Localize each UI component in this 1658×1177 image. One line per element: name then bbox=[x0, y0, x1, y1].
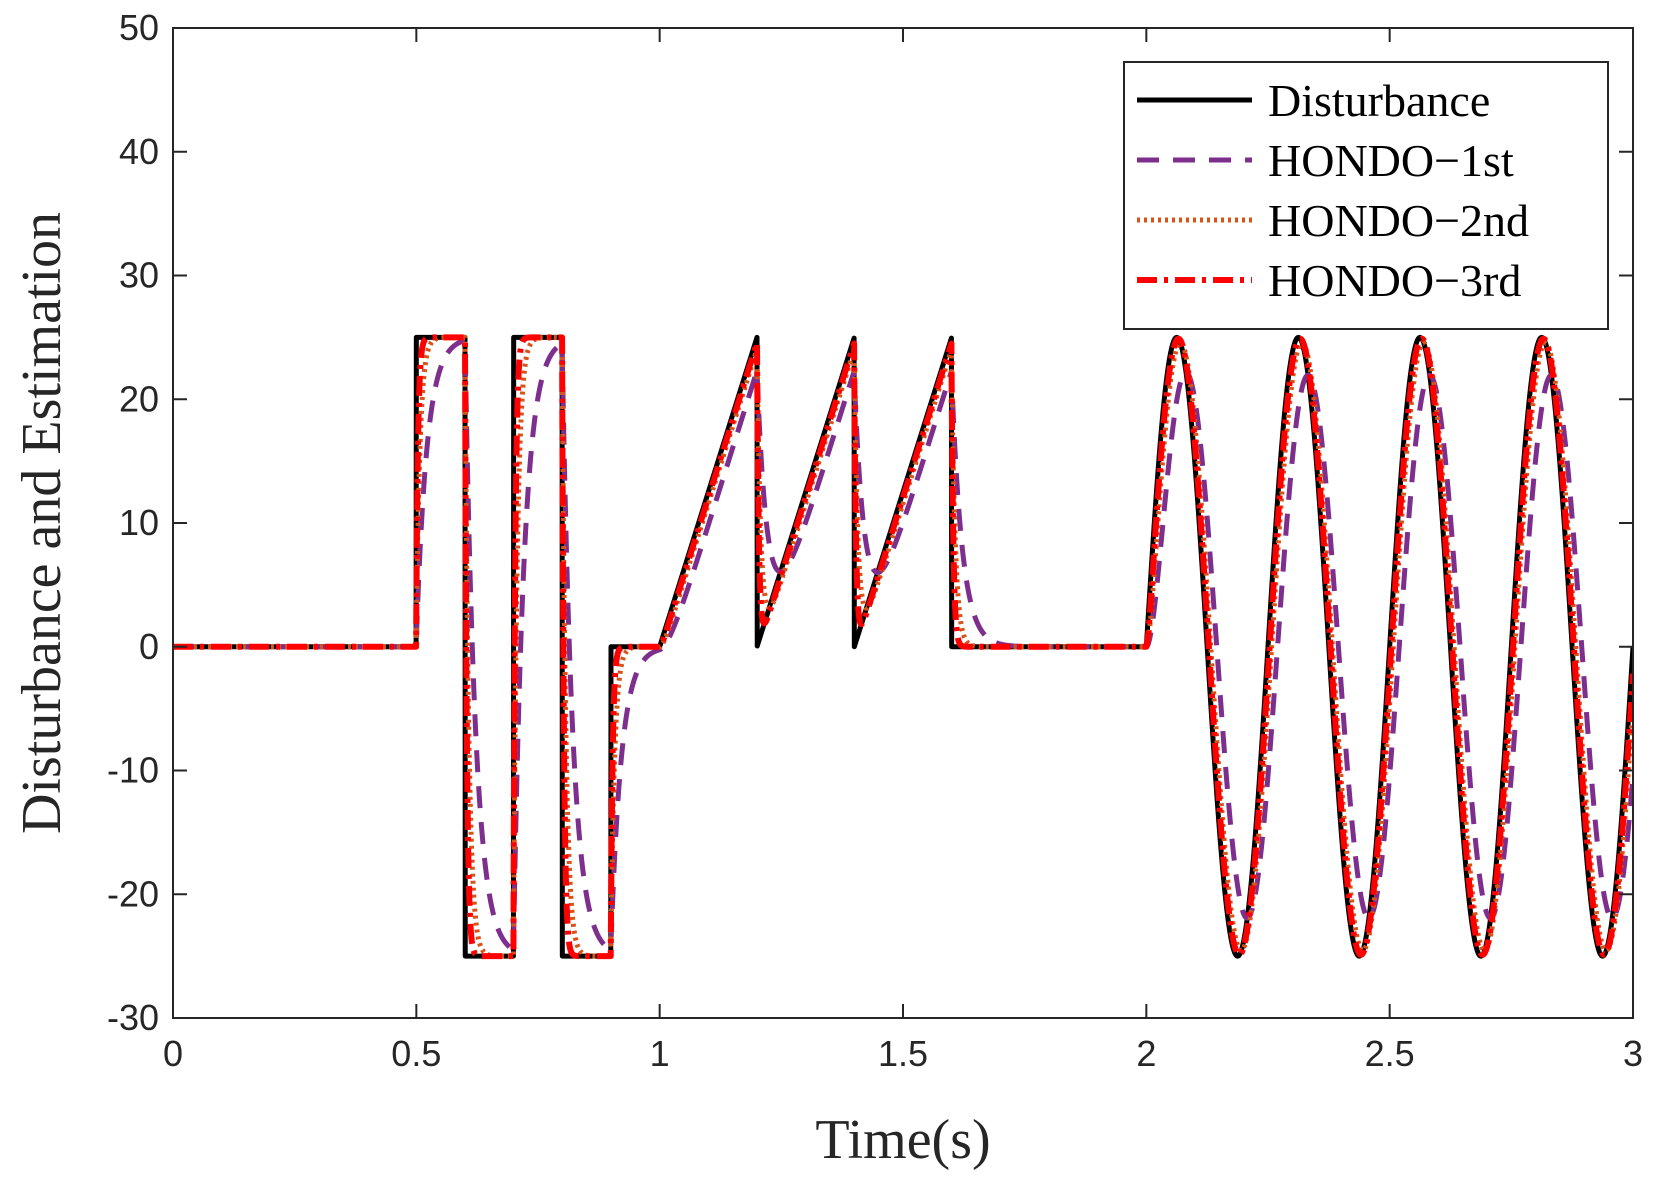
legend-label: HONDO−2nd bbox=[1268, 195, 1529, 246]
y-axis-label: Disturbance and Estimation bbox=[11, 212, 73, 834]
series-line bbox=[173, 334, 1633, 960]
x-tick-label: 0 bbox=[163, 1033, 183, 1074]
y-tick-label: -20 bbox=[107, 873, 159, 914]
legend-label: Disturbance bbox=[1268, 75, 1490, 126]
x-axis-label: Time(s) bbox=[815, 1109, 990, 1171]
legend-label: HONDO−3rd bbox=[1268, 255, 1521, 306]
y-tick-label: -30 bbox=[107, 997, 159, 1038]
legend: Disturbance HONDO−1st HONDO−2nd HONDO−3rd bbox=[1123, 61, 1609, 330]
x-tick-label: 1 bbox=[650, 1033, 670, 1074]
x-tick-label: 1.5 bbox=[878, 1033, 928, 1074]
y-tick-label: 50 bbox=[119, 7, 159, 48]
x-tick-label: 0.5 bbox=[391, 1033, 441, 1074]
y-tick-label: 10 bbox=[119, 502, 159, 543]
y-tick-label: 30 bbox=[119, 255, 159, 296]
tick-layer: 0 0.5 1 1.5 2 2.5 3 -30 -20 -10 0 10 20 30 40 50 bbox=[107, 7, 1643, 1074]
x-tick-label: 3 bbox=[1623, 1033, 1643, 1074]
y-tick-label: -10 bbox=[107, 750, 159, 791]
y-tick-label: 40 bbox=[119, 131, 159, 172]
y-tick-label: 0 bbox=[139, 626, 159, 667]
x-tick-label: 2.5 bbox=[1365, 1033, 1415, 1074]
legend-label: HONDO−1st bbox=[1268, 135, 1514, 186]
legend-box bbox=[1123, 61, 1609, 330]
series-layer bbox=[173, 334, 1633, 960]
y-tick-label: 20 bbox=[119, 378, 159, 419]
x-tick-label: 2 bbox=[1136, 1033, 1156, 1074]
